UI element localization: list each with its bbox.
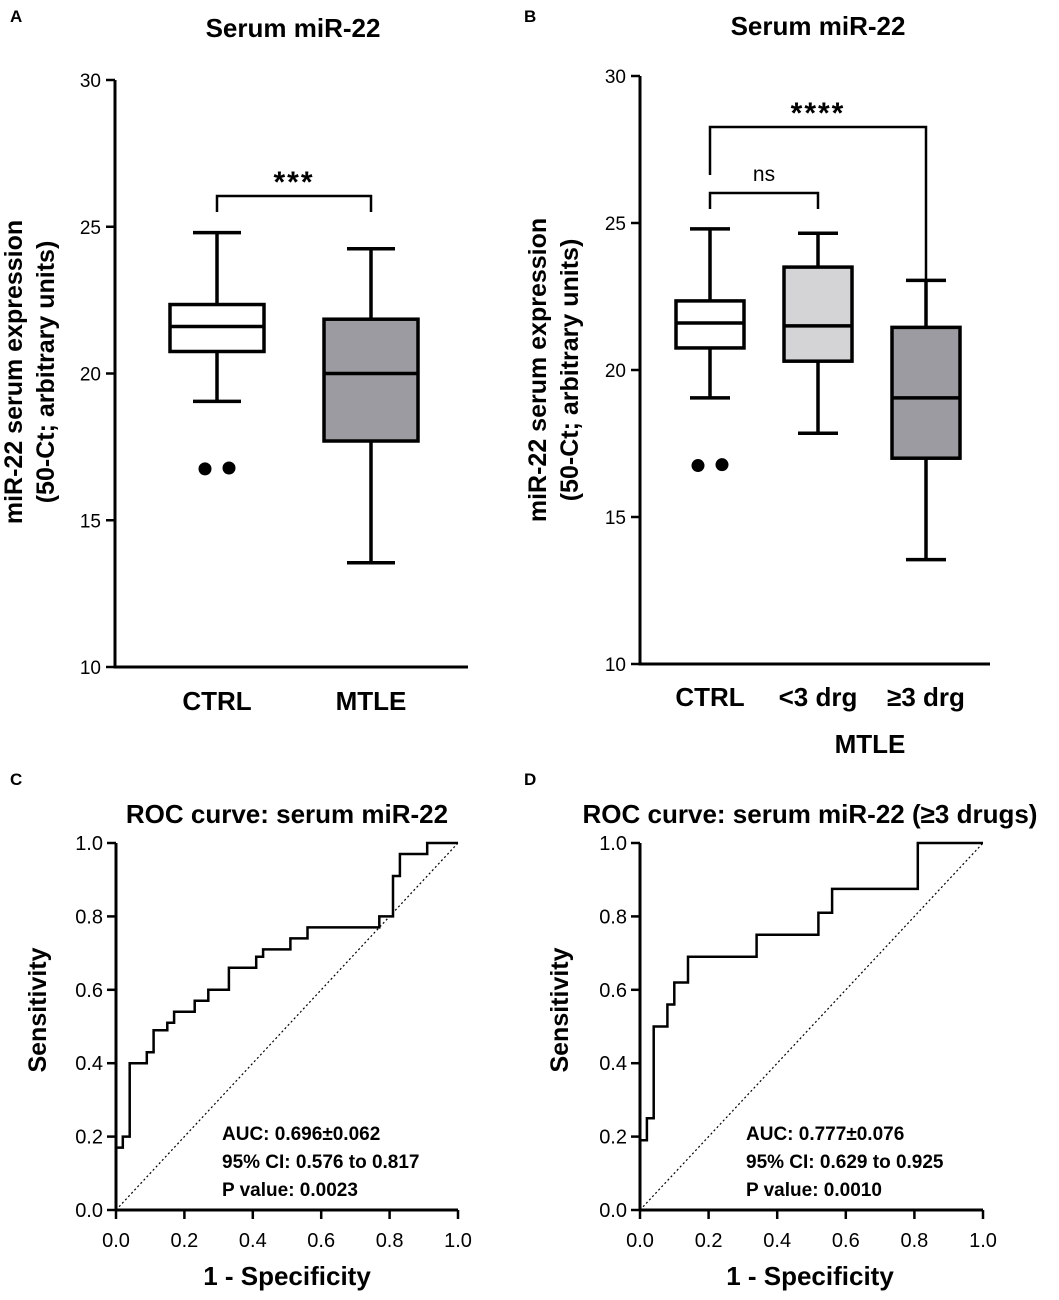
y-tick-label: 30 (605, 67, 626, 88)
y-tick-label: 0.0 (75, 1200, 103, 1222)
x-tick-label: 0.2 (170, 1230, 198, 1252)
stats-annotation: AUC: 0.777±0.076 (746, 1124, 904, 1145)
x-tick-label: 0.0 (102, 1230, 130, 1252)
y-tick-label: 0.4 (599, 1053, 627, 1075)
x-tick-label: 0.8 (376, 1230, 404, 1252)
category-label: <3 drg (779, 682, 858, 712)
panel-d-letter: D (524, 770, 536, 789)
y-tick-label: 1.0 (599, 833, 627, 855)
x-tick-label: 0.4 (239, 1230, 267, 1252)
significance-bracket (708, 125, 928, 293)
x-tick-label: 0.2 (695, 1230, 723, 1252)
y-tick-label: 10 (605, 655, 626, 676)
roc-curve (114, 841, 458, 1210)
y-tick-label: 25 (605, 214, 626, 235)
panel-d-title: ROC curve: serum miR-22 (≥3 drugs) (583, 799, 1038, 829)
y-tick-label: 25 (80, 218, 101, 239)
significance-label: *** (273, 166, 314, 199)
panel-c: C ROC curve: serum miR-22 Sensitivity 1 … (10, 770, 472, 1291)
y-tick-label: 0.8 (599, 906, 627, 928)
significance-label: ns (753, 163, 775, 186)
x-tick-label: 0.4 (763, 1230, 791, 1252)
panel-d-ylabel: Sensitivity (546, 947, 574, 1072)
x-tick-label: 1.0 (969, 1230, 997, 1252)
x-tick-label: 0.6 (307, 1230, 335, 1252)
y-tick-label: 0.8 (75, 906, 103, 928)
panel-a-ylabel-line1: miR-22 serum expression (0, 220, 28, 524)
box-iqr (890, 325, 962, 460)
panel-b-ylabel-line2: (50-Ct; arbitrary units) (556, 239, 584, 502)
y-tick-label: 30 (80, 71, 101, 92)
panel-a-letter: A (10, 7, 22, 26)
box-iqr (322, 317, 420, 443)
stats-annotation: AUC: 0.696±0.062 (222, 1124, 380, 1145)
stats-annotation: 95% CI: 0.629 to 0.925 (746, 1152, 944, 1173)
outlier-point (198, 462, 212, 476)
panel-c-letter: C (10, 770, 22, 789)
box-iqr (782, 265, 854, 363)
significance-bracket (708, 191, 820, 209)
panel-c-xlabel: 1 - Specificity (203, 1261, 371, 1291)
y-tick-label: 15 (80, 511, 101, 532)
panel-a-title: Serum miR-22 (206, 13, 381, 43)
y-tick-label: 0.4 (75, 1053, 103, 1075)
y-tick-label: 0.6 (75, 980, 103, 1002)
panel-b: B Serum miR-22 miR-22 serum expression (… (524, 7, 990, 759)
x-tick-label: 1.0 (444, 1230, 472, 1252)
panel-c-ylabel: Sensitivity (24, 947, 52, 1072)
category-label: CTRL (675, 682, 744, 712)
y-tick-label: 15 (605, 508, 626, 529)
panel-d-xlabel: 1 - Specificity (726, 1261, 894, 1291)
category-label: ≥3 drg (887, 682, 965, 712)
x-tick-label: 0.6 (832, 1230, 860, 1252)
x-tick-label: 0.0 (626, 1230, 654, 1252)
category-label: MTLE (336, 686, 407, 716)
y-tick-label: 20 (80, 365, 101, 386)
stats-annotation: P value: 0.0010 (746, 1180, 882, 1201)
roc-curve (638, 841, 983, 1210)
reference-diagonal (639, 842, 984, 1211)
significance-label: **** (791, 97, 846, 130)
y-tick-label: 0.0 (599, 1200, 627, 1222)
y-tick-label: 20 (605, 361, 626, 382)
x-tick-label: 0.8 (900, 1230, 928, 1252)
panel-c-title: ROC curve: serum miR-22 (126, 799, 448, 829)
y-tick-label: 0.2 (599, 1127, 627, 1149)
outlier-point (222, 461, 236, 475)
y-tick-label: 10 (80, 658, 101, 679)
category-label: CTRL (182, 686, 251, 716)
panel-a: A Serum miR-22 miR-22 serum expression (… (0, 7, 468, 716)
y-tick-label: 0.6 (599, 980, 627, 1002)
y-tick-label: 0.2 (75, 1127, 103, 1149)
significance-bracket (215, 194, 373, 212)
stats-annotation: 95% CI: 0.576 to 0.817 (222, 1152, 420, 1173)
panel-b-group-label: MTLE (835, 729, 906, 759)
panel-b-ylabel-line1: miR-22 serum expression (524, 218, 552, 522)
stats-annotation: P value: 0.0023 (222, 1180, 358, 1201)
panel-b-letter: B (524, 7, 536, 26)
outlier-point (715, 458, 729, 472)
outlier-point (691, 459, 705, 473)
y-tick-label: 1.0 (75, 833, 103, 855)
panel-d: D ROC curve: serum miR-22 (≥3 drugs) Sen… (524, 770, 1037, 1291)
panel-b-title: Serum miR-22 (731, 11, 906, 41)
panel-a-ylabel-line2: (50-Ct; arbitrary units) (32, 241, 60, 504)
